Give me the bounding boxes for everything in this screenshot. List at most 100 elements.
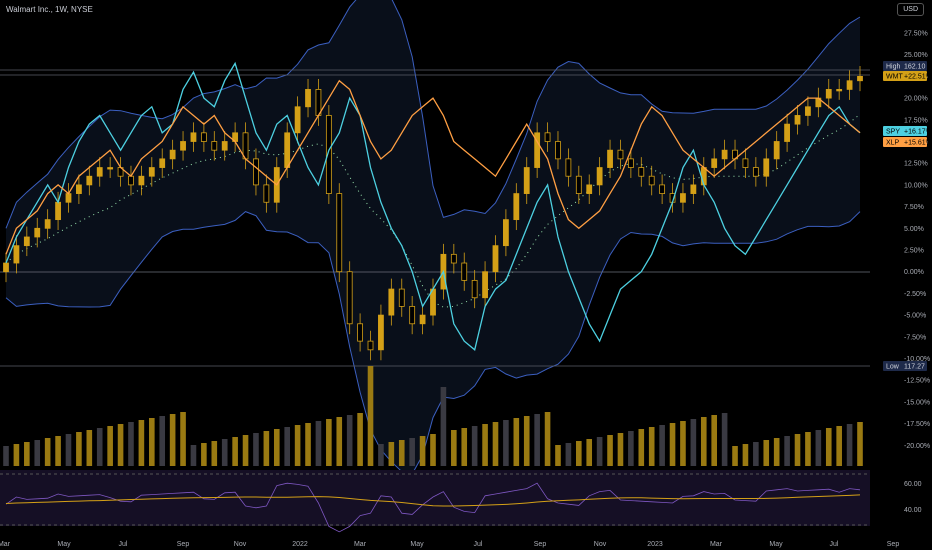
series-line-xlp: [5, 79, 861, 255]
candle-body: [55, 201, 61, 221]
volume-bar: [576, 441, 582, 466]
y-tick-label: 10.00%: [904, 182, 928, 189]
volume-bar: [409, 438, 415, 466]
volume-bar: [55, 436, 61, 466]
candle-body: [44, 219, 51, 229]
x-tick-label: Nov: [594, 541, 607, 548]
price-tag-value: +15.61%: [904, 140, 932, 147]
volume-bar: [336, 417, 343, 466]
volume-bar: [836, 426, 842, 466]
x-tick-label: Sep: [534, 541, 547, 548]
y-tick-label: 20.00%: [904, 96, 928, 103]
volume-bar: [607, 435, 613, 466]
candle-body: [721, 149, 728, 160]
volume-bar: [13, 444, 20, 466]
y-tick-label: -10.00%: [904, 356, 930, 363]
candle-body: [409, 306, 416, 325]
volume-bar: [784, 436, 790, 466]
volume-bar: [315, 421, 322, 466]
candle-body: [221, 141, 228, 151]
candle-body: [398, 288, 405, 307]
candle-body: [294, 106, 301, 134]
volume-bar: [221, 439, 228, 466]
currency-selector[interactable]: USD: [897, 3, 924, 16]
candle-body: [752, 167, 759, 177]
candle-body: [200, 132, 207, 142]
volume-bar: [555, 445, 561, 466]
candle-body: [544, 132, 551, 142]
price-tag-value: 117.27: [904, 364, 925, 371]
candle-body: [742, 158, 749, 168]
candle-body: [763, 158, 770, 177]
candle-body: [690, 184, 697, 194]
x-tick-label: Nov: [234, 541, 247, 548]
candle-body: [503, 219, 509, 247]
volume-bar: [669, 423, 676, 466]
x-tick-label: 2023: [647, 541, 663, 548]
candle-body: [180, 141, 186, 151]
candle-body: [138, 175, 145, 186]
candle-body: [23, 236, 30, 247]
volume-bar: [65, 434, 72, 466]
volume-bar: [76, 432, 82, 466]
volume-bar: [732, 446, 738, 466]
y-tick-label: -5.00%: [904, 313, 926, 320]
band-upper: [5, 0, 861, 229]
candle-body: [13, 245, 20, 264]
candle-body: [86, 175, 93, 186]
candle-body: [461, 262, 468, 281]
volume-bar: [451, 430, 457, 466]
price-tag-value: +22.51%: [904, 74, 932, 81]
candle-body: [190, 132, 197, 142]
candle-body: [596, 167, 603, 186]
volume-bar: [253, 433, 259, 466]
rsi-tick-label: 40.00: [904, 507, 922, 514]
candle-body: [513, 193, 520, 221]
volume-bar: [419, 436, 426, 466]
volume-bar: [659, 425, 665, 466]
price-tag-high: High 162.10: [883, 61, 927, 71]
candle-body: [836, 89, 843, 92]
volume-bar: [34, 440, 41, 466]
candle-body: [253, 158, 259, 186]
candle-body: [159, 158, 166, 168]
volume-bar: [773, 438, 780, 466]
y-tick-label: 27.50%: [904, 31, 928, 38]
candle-body: [711, 158, 718, 168]
volume-bar: [617, 433, 624, 466]
volume-bar: [294, 425, 301, 466]
candle-body: [367, 340, 374, 351]
volume-bar: [378, 444, 384, 466]
volume-bar: [513, 418, 520, 466]
candle-body: [471, 279, 478, 299]
volume-bar: [753, 442, 759, 466]
volume-bar: [398, 440, 405, 466]
candle-body: [388, 288, 395, 316]
volume-bar: [492, 422, 499, 466]
volume-bar: [357, 413, 363, 466]
volume-bar: [700, 417, 707, 466]
volume-bar: [138, 420, 145, 466]
volume-bar: [128, 422, 134, 466]
x-tick-label: Jul: [474, 541, 483, 548]
candle-body: [846, 80, 853, 90]
candle-body: [128, 175, 134, 186]
volume-bar: [169, 414, 176, 466]
price-tag-wmt: WMT +22.51%: [883, 71, 932, 81]
candle-body: [450, 253, 457, 264]
x-tick-label: May: [57, 541, 71, 548]
volume-bar: [596, 437, 603, 466]
band-fill: [6, 0, 860, 474]
volume-bar: [544, 412, 551, 466]
candle-body: [805, 106, 811, 116]
bollinger-bands: [5, 0, 861, 475]
price-tag-value: +16.17%: [904, 129, 932, 136]
price-tag-label: Low: [886, 364, 900, 371]
volume-bar: [24, 442, 30, 466]
price-tag-spy: SPY +16.17%: [883, 126, 932, 136]
y-tick-label: 25.00%: [904, 52, 928, 59]
volume-bar: [680, 421, 686, 466]
volume-bar: [523, 416, 530, 466]
price-tag-xlp: XLP +15.61%: [883, 137, 932, 147]
